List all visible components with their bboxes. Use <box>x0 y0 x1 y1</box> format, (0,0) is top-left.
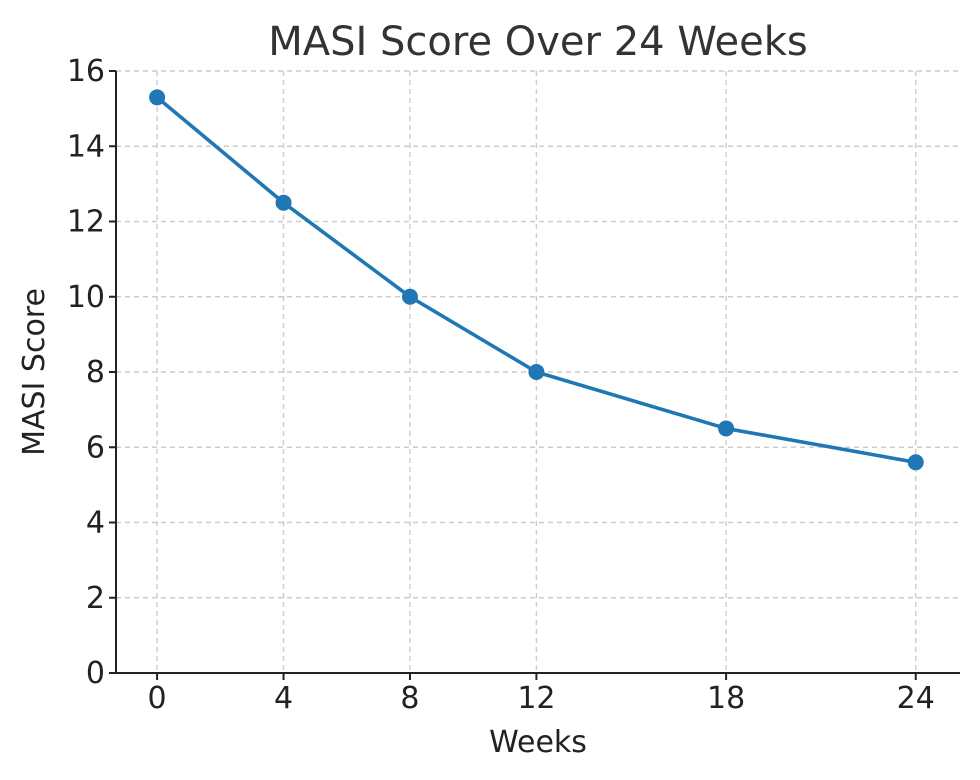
y-tick-label: 4 <box>86 506 105 541</box>
data-point-week-18 <box>718 420 735 437</box>
y-tick-label: 12 <box>67 205 105 240</box>
series-line-0 <box>155 95 918 465</box>
x-tick-label: 8 <box>400 681 419 716</box>
x-tick-label: 4 <box>274 681 293 716</box>
x-tick-label: 18 <box>707 681 745 716</box>
data-point-week-24 <box>907 454 924 471</box>
y-tick-label: 14 <box>67 129 105 164</box>
x-axis-label: Weeks <box>489 725 587 760</box>
x-tick-label: 0 <box>148 681 167 716</box>
y-tick-label: 16 <box>67 54 105 89</box>
data-point-week-12 <box>528 364 545 380</box>
data-points <box>149 89 924 471</box>
chart-title: MASI Score Over 24 Weeks <box>268 19 808 65</box>
series-layer <box>155 95 918 465</box>
y-tick-label: 2 <box>86 581 105 616</box>
y-tick-label: 8 <box>86 355 105 390</box>
y-tick-label: 6 <box>86 430 105 465</box>
x-tick-label: 24 <box>897 681 935 716</box>
data-point-week-4 <box>275 194 292 211</box>
y-tick-label: 10 <box>67 280 105 315</box>
y-tick-label: 0 <box>86 656 105 691</box>
data-point-week-0 <box>149 89 166 106</box>
data-point-week-8 <box>401 288 418 305</box>
x-tick-label: 12 <box>517 681 555 716</box>
y-axis-label: MASI Score <box>17 288 52 456</box>
